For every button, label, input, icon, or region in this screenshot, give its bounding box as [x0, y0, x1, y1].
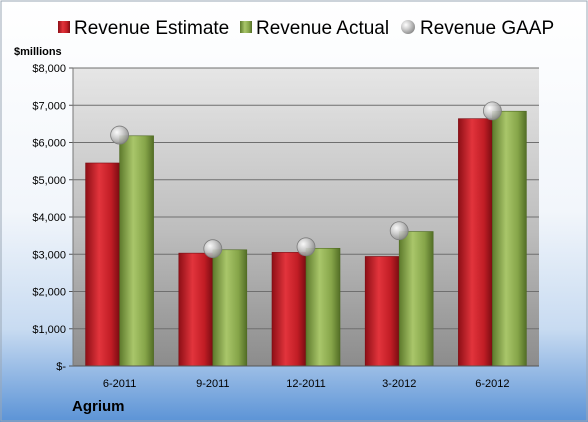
bar-revenue-actual: [492, 110, 527, 367]
bar-revenue-estimate: [178, 252, 214, 367]
bar-revenue-actual: [212, 249, 248, 367]
y-tick-label: $-: [56, 361, 66, 373]
x-tick-label: 6-2011: [103, 378, 136, 390]
y-tick-label: $6,000: [32, 138, 66, 150]
marker-revenue-gaap: [296, 237, 316, 257]
bar-revenue-actual: [305, 247, 341, 367]
bar-revenue-estimate: [458, 118, 493, 367]
legend-label-estimate: Revenue Estimate: [74, 18, 229, 39]
legend: Revenue Estimate Revenue Actual Revenue …: [58, 18, 554, 39]
company-name: Agrium: [72, 398, 125, 415]
y-tick-label: $4,000: [32, 212, 66, 224]
legend-label-gaap: Revenue GAAP: [420, 18, 554, 39]
x-tick-label: 6-2012: [475, 378, 509, 390]
x-axis-ticks: 6-2011 9-2011 12-2011 3-2012 6-2012: [103, 378, 510, 390]
bar-revenue-actual: [398, 231, 434, 367]
marker-revenue-gaap: [110, 125, 129, 145]
gaap-markers: [110, 101, 502, 259]
bar-revenue-estimate: [271, 252, 307, 367]
y-tick-label: $3,000: [32, 249, 66, 261]
bar-revenue-estimate: [85, 162, 120, 367]
x-tick-label: 9-2011: [196, 378, 229, 390]
legend-swatch-estimate: [58, 21, 70, 33]
y-tick-label: $8,000: [32, 63, 66, 75]
y-tick-label: $7,000: [32, 100, 66, 112]
marker-revenue-gaap: [482, 101, 502, 121]
x-tick-label: 3-2012: [382, 378, 416, 390]
y-tick-label: $5,000: [32, 175, 66, 187]
legend-marker-gaap: [401, 20, 415, 34]
marker-revenue-gaap: [203, 239, 223, 259]
bar-revenue-actual: [119, 135, 154, 367]
marker-revenue-gaap: [389, 221, 409, 241]
legend-label-actual: Revenue Actual: [256, 18, 389, 39]
x-tick-label: 12-2011: [286, 378, 326, 390]
y-tick-label: $1,000: [32, 324, 66, 336]
y-axis-ticks: $- $1,000 $2,000 $3,000 $4,000 $5,000 $6,000 $7…: [32, 63, 73, 373]
legend-swatch-actual: [240, 21, 252, 33]
y-tick-label: $2,000: [32, 287, 66, 299]
bar-revenue-estimate: [364, 256, 400, 367]
bars: [85, 110, 527, 367]
y-axis-unit-label: $millions: [14, 46, 62, 58]
